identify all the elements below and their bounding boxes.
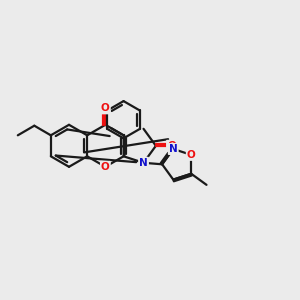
Text: O: O — [187, 150, 196, 160]
Text: O: O — [167, 141, 176, 151]
Text: O: O — [101, 162, 110, 172]
Text: O: O — [101, 103, 110, 113]
Text: N: N — [169, 144, 178, 154]
Text: N: N — [139, 158, 148, 168]
